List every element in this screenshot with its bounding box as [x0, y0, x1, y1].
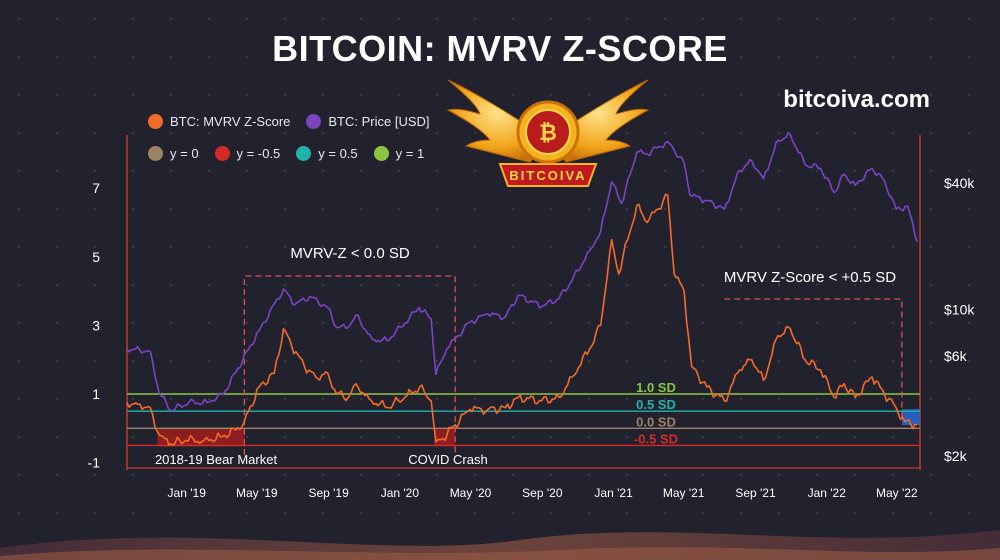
y-left-tick-label: 3 — [92, 317, 100, 333]
y1-dot-icon — [373, 146, 389, 161]
y-right-tick-label: $10k — [944, 301, 975, 317]
y-left-tick-label: 5 — [92, 249, 100, 265]
y-left-tick-label: -1 — [88, 455, 101, 471]
reference-line-label: 0.5 SD — [636, 397, 676, 412]
legend-row-series: BTC: MVRV Z-Score BTC: Price [USD] — [148, 114, 430, 129]
legend-label: y = 0.5 — [318, 146, 358, 161]
x-tick-label: Jan '20 — [381, 486, 420, 500]
btc-price-line — [126, 131, 918, 412]
x-tick-label: May '19 — [236, 486, 278, 500]
chart-annotation: 2018-19 Bear Market — [155, 452, 278, 467]
chart-annotation: MVRV-Z < 0.0 SD — [290, 245, 410, 262]
bitcoiva-logo: ₿ BITCOIVA — [446, 79, 650, 187]
mvrv-zscore-line — [126, 193, 918, 447]
site-name: bitcoiva.com — [783, 86, 930, 113]
zscore-dot-icon — [148, 114, 163, 129]
legend-row-levels: y = 0 y = -0.5 y = 0.5 y = 1 — [148, 146, 424, 161]
reference-line-label: 1.0 SD — [636, 380, 676, 395]
legend-item-y05: y = 0.5 — [296, 146, 358, 161]
x-tick-label: Sep '20 — [522, 486, 563, 500]
logo-text: BITCOIVA — [509, 168, 586, 183]
legend-label: y = 1 — [395, 146, 425, 161]
x-tick-label: Jan '22 — [808, 486, 847, 500]
x-tick-label: May '21 — [663, 486, 705, 500]
chart-title: BITCOIN: MVRV Z-SCORE — [272, 28, 728, 69]
chart-annotation: COVID Crash — [408, 452, 487, 467]
reference-line-label: 0.0 SD — [636, 414, 676, 429]
mvrv-below-zero-box — [243, 275, 456, 455]
legend-item-price: BTC: Price [USD] — [306, 114, 430, 129]
legend-label: BTC: Price [USD] — [328, 114, 430, 129]
x-tick-label: Sep '21 — [735, 486, 776, 500]
x-tick-label: Jan '19 — [168, 486, 207, 500]
price-dot-icon — [306, 114, 322, 129]
x-tick-label: May '22 — [876, 486, 918, 500]
reference-line-label: -0.5 SD — [634, 431, 678, 446]
legend-item-y1: y = 1 — [373, 146, 425, 161]
y0-dot-icon — [148, 146, 163, 161]
legend-label: BTC: MVRV Z-Score — [170, 114, 291, 129]
x-tick-label: May '20 — [450, 486, 492, 500]
y-right-tick-label: $40k — [944, 175, 975, 191]
y-left-tick-label: 1 — [92, 386, 100, 402]
y-right-tick-label: $6k — [944, 348, 968, 364]
undervalued-band — [434, 428, 456, 447]
bottom-wave-front — [0, 547, 1000, 560]
undervalued-band — [157, 428, 245, 447]
y-neg05-dot-icon — [214, 146, 230, 161]
legend-item-y0: y = 0 — [148, 146, 199, 161]
legend-item-zscore: BTC: MVRV Z-Score — [148, 114, 290, 129]
logo-banner — [498, 163, 598, 187]
bitcoin-icon: ₿ — [539, 120, 557, 145]
x-tick-label: Sep '19 — [308, 486, 349, 500]
y05-dot-icon — [296, 146, 312, 161]
legend-label: y = -0.5 — [236, 146, 281, 161]
legend-item-y-neg05: y = -0.5 — [214, 146, 281, 161]
legend-label: y = 0 — [170, 146, 199, 161]
y-right-tick-label: $2k — [944, 448, 968, 464]
chart-annotation: MVRV Z-Score < +0.5 SD — [724, 269, 896, 286]
x-tick-label: Jan '21 — [594, 486, 633, 500]
y-left-tick-label: 7 — [92, 180, 100, 196]
